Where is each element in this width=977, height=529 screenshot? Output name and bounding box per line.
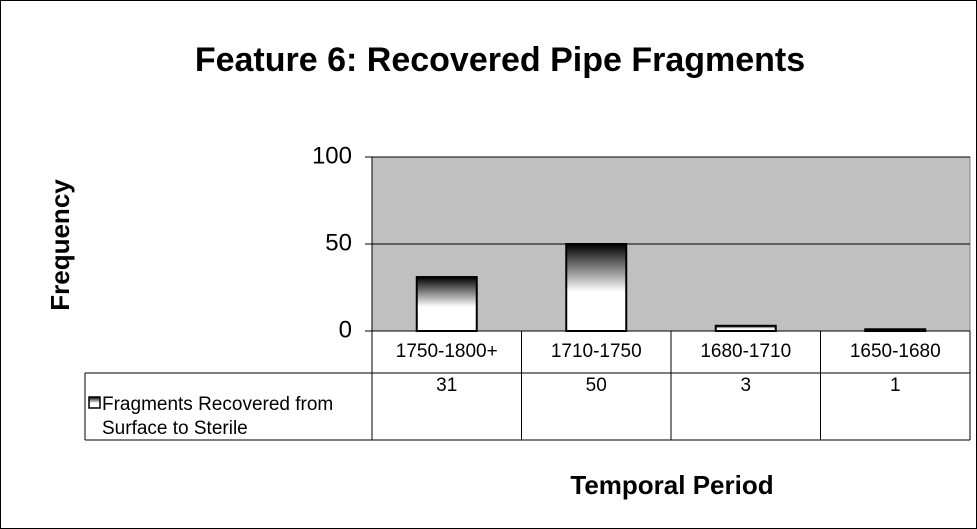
x-tick-label: 1750-1800+ (396, 341, 498, 362)
y-tick-label: 50 (325, 229, 352, 256)
x-tick-label: 1650-1680 (850, 341, 941, 362)
legend-key (88, 396, 101, 409)
y-tick-label: 0 (339, 316, 352, 343)
legend-entry: Fragments Recovered from Surface to Ster… (102, 394, 334, 439)
bar (415, 276, 478, 332)
bar (565, 243, 628, 332)
table-value: 31 (436, 375, 457, 396)
y-tick-label: 100 (312, 142, 352, 169)
x-tick-label: 1710-1750 (551, 341, 642, 362)
bar (714, 324, 777, 332)
table-value: 3 (740, 375, 751, 396)
bar (864, 328, 927, 333)
y-axis-label: Frequency (45, 179, 75, 311)
x-axis-label: Temporal Period (570, 470, 773, 500)
legend-entry-box: Fragments Recovered from Surface to Ster… (102, 394, 334, 439)
x-tick-label: 1680-1710 (700, 341, 791, 362)
table-value: 50 (586, 375, 607, 396)
table-value: 1 (890, 375, 901, 396)
chart-title: Feature 6: Recovered Pipe Fragments (195, 41, 805, 79)
